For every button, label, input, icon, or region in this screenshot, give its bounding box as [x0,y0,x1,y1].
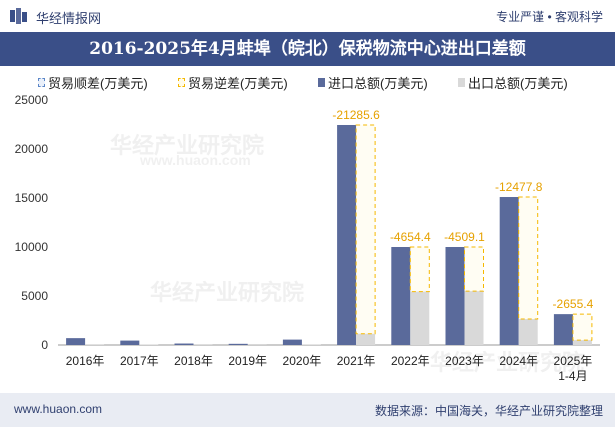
x-tick-label: 2018年 [174,354,213,368]
bar-import [282,339,302,345]
bar-export [518,319,538,345]
x-tick-label: 2023年 [445,354,484,368]
legend-swatch-deficit [178,77,185,87]
data-label-deficit: -12477.8 [495,180,543,194]
y-tick-label: 10000 [15,240,49,254]
watermark-text: 华经产业研究院 [110,133,265,158]
bar-export [139,344,159,345]
bar-export [464,291,484,345]
logo-icon [10,8,27,24]
bar-import [445,247,465,345]
bar-deficit [464,246,484,292]
chart-area: 0 5000 10000 15000 20000 25000 2016年 2017年 2018年… [15,93,600,383]
title-bar: 2016-2025年4月蚌埠（皖北）保税物流中心进出口差额 [0,32,615,66]
data-label-deficit: -4654.4 [390,230,431,244]
watermark-text: 华经产业研究院 [150,280,305,305]
legend-swatch-export [458,77,465,87]
legend-swatch-import [318,77,325,87]
bar-deficit [355,124,376,335]
legend-label-import: 进口总额(万美元) [328,75,428,91]
legend-label-export: 出口总额(万美元) [468,75,568,91]
brand-name: 华经情报网 [36,11,102,26]
legend-swatch-surplus [38,77,45,87]
footer: www.huaon.com 数据来源：中国海关，华经产业研究院整理 [0,393,615,427]
bar-deficit [518,196,539,320]
bar-export [85,344,105,345]
bar-import [66,338,86,345]
legend: 贸易顺差(万美元) 贸易逆差(万美元) 进口总额(万美元) 出口总额(万美元) [0,72,615,92]
bar-import [120,340,140,345]
x-tick-label: 2019年 [228,354,267,368]
footer-source: 数据来源：中国海关，华经产业研究院整理 [374,404,603,418]
bar-import [228,343,248,345]
x-tick-label: 2020年 [283,354,322,368]
y-tick-label: 20000 [15,142,49,156]
x-tick-label: 2025年 [554,354,593,368]
y-tick-label: 15000 [15,191,49,205]
bar-deficit [409,246,430,293]
legend-item-surplus: 贸易顺差(万美元) [38,72,148,92]
bar-import [391,247,411,345]
legend-item-deficit: 贸易逆差(万美元) [178,72,288,92]
x-tick-label: 2022年 [391,354,430,368]
x-tick-label: 2016年 [66,354,105,368]
footer-website: www.huaon.com [14,402,103,416]
bar-import [553,314,573,345]
watermark-url: www.huaon.com [140,152,251,168]
slogan: 专业严谨 • 客观科学 [496,10,603,24]
bar-export [410,291,430,345]
chart-title: 2016-2025年4月蚌埠（皖北）保税物流中心进出口差额 [89,39,526,59]
y-tick-label: 5000 [21,289,48,303]
legend-label-deficit: 贸易逆差(万美元) [188,75,288,91]
data-label-deficit: -4509.1 [444,230,485,244]
y-tick-label: 25000 [15,93,49,107]
legend-label-surplus: 贸易顺差(万美元) [48,75,148,91]
bar-import [337,124,357,346]
x-tick-label: 2024年 [499,354,538,368]
legend-item-export: 出口总额(万美元) [458,72,568,92]
bar-import [499,197,519,345]
y-tick-label: 0 [41,338,48,352]
data-label-deficit: -21285.6 [332,108,380,122]
data-label-deficit: -2655.4 [553,297,594,311]
legend-item-import: 进口总额(万美元) [318,72,428,92]
x-tick-label: 2017年 [120,354,159,368]
bar-export [572,340,592,345]
top-bar: 华经情报网 专业严谨 • 客观科学 [0,0,615,32]
x-tick-label: 1-4月 [558,369,587,383]
bar-import [174,343,194,345]
watermark-text: 华经产业研究院 [430,350,585,375]
bar-export [356,333,376,345]
bar-deficit [572,313,593,341]
x-tick-label: 2021年 [337,354,376,368]
